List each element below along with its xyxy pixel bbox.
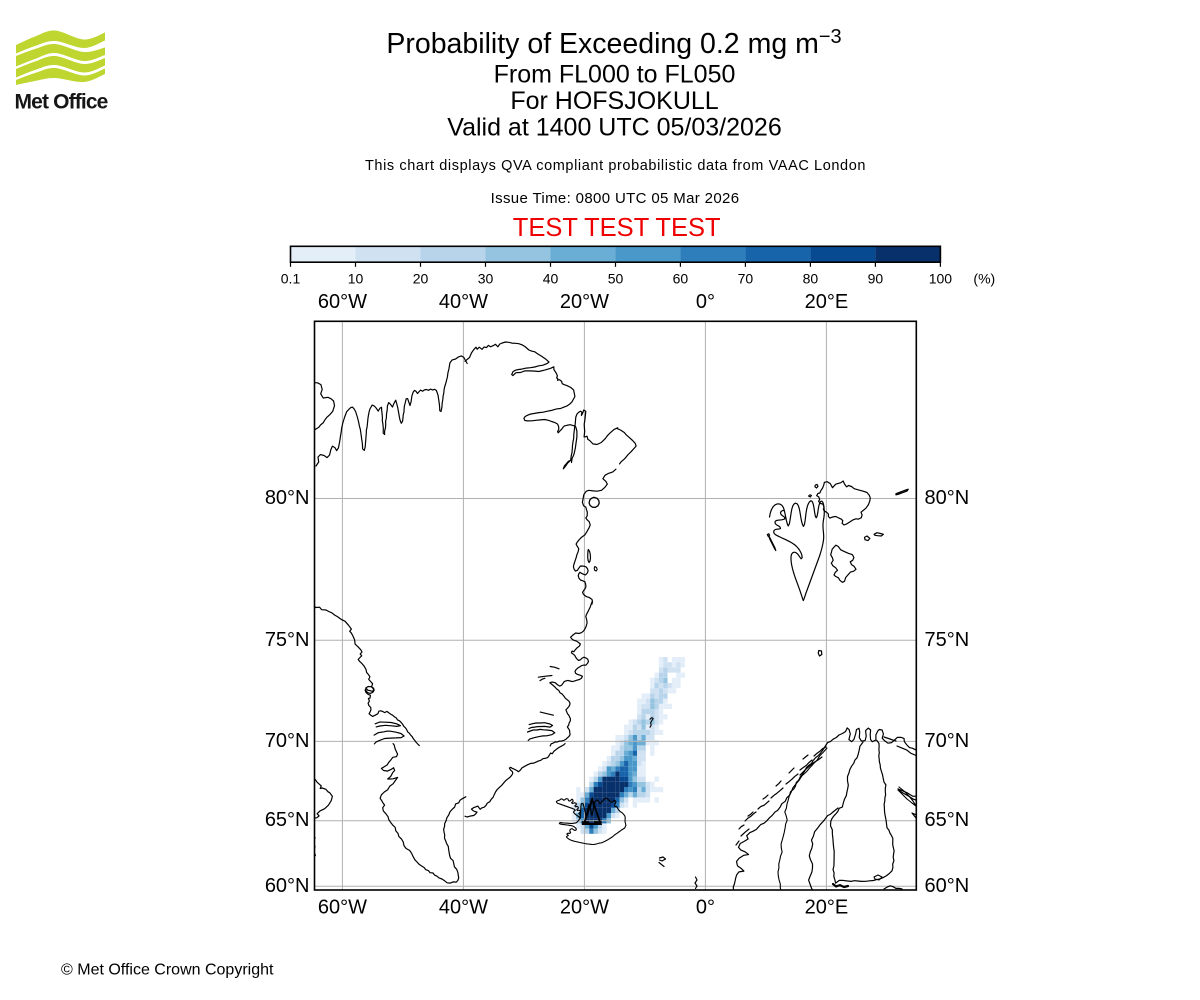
svg-text:60: 60 bbox=[673, 270, 689, 286]
svg-text:40: 40 bbox=[543, 270, 559, 286]
svg-text:0.1: 0.1 bbox=[281, 270, 301, 286]
svg-text:20°W: 20°W bbox=[560, 291, 609, 313]
svg-text:90: 90 bbox=[868, 270, 884, 286]
svg-text:60°N: 60°N bbox=[265, 875, 310, 897]
svg-text:70°N: 70°N bbox=[925, 730, 970, 752]
svg-text:100: 100 bbox=[929, 270, 953, 286]
svg-text:For HOFSJOKULL: For HOFSJOKULL bbox=[510, 87, 718, 115]
svg-text:© Met Office Crown Copyright: © Met Office Crown Copyright bbox=[61, 962, 274, 979]
svg-text:0°: 0° bbox=[696, 897, 715, 919]
svg-text:Probability of Exceeding 0.2 m: Probability of Exceeding 0.2 mg m−3 bbox=[386, 26, 841, 60]
svg-text:From FL000 to FL050: From FL000 to FL050 bbox=[494, 60, 736, 88]
svg-text:Valid at 1400 UTC 05/03/2026: Valid at 1400 UTC 05/03/2026 bbox=[447, 114, 782, 142]
svg-text:60°W: 60°W bbox=[318, 897, 367, 919]
svg-text:50: 50 bbox=[608, 270, 624, 286]
svg-text:75°N: 75°N bbox=[925, 629, 970, 651]
svg-text:20°E: 20°E bbox=[805, 291, 849, 313]
svg-text:60°W: 60°W bbox=[318, 291, 367, 313]
svg-text:20: 20 bbox=[413, 270, 429, 286]
svg-text:20°W: 20°W bbox=[560, 897, 609, 919]
svg-text:75°N: 75°N bbox=[265, 629, 310, 651]
svg-text:Issue Time: 0800 UTC 05 Mar 20: Issue Time: 0800 UTC 05 Mar 2026 bbox=[491, 190, 740, 207]
svg-text:70: 70 bbox=[738, 270, 754, 286]
svg-text:40°W: 40°W bbox=[439, 897, 488, 919]
svg-text:10: 10 bbox=[348, 270, 364, 286]
svg-text:20°E: 20°E bbox=[805, 897, 849, 919]
svg-text:0°: 0° bbox=[696, 291, 715, 313]
svg-text:Met Office: Met Office bbox=[15, 91, 108, 114]
svg-text:40°W: 40°W bbox=[439, 291, 488, 313]
svg-text:70°N: 70°N bbox=[265, 730, 310, 752]
svg-text:60°N: 60°N bbox=[925, 875, 970, 897]
svg-text:30: 30 bbox=[478, 270, 494, 286]
svg-text:80: 80 bbox=[803, 270, 819, 286]
svg-text:TEST TEST TEST: TEST TEST TEST bbox=[513, 214, 721, 242]
svg-text:80°N: 80°N bbox=[925, 487, 970, 509]
svg-text:This chart displays QVA compli: This chart displays QVA compliant probab… bbox=[365, 158, 866, 174]
svg-text:80°N: 80°N bbox=[265, 487, 310, 509]
svg-text:(%): (%) bbox=[973, 270, 995, 286]
svg-text:65°N: 65°N bbox=[925, 809, 970, 831]
svg-text:65°N: 65°N bbox=[265, 809, 310, 831]
